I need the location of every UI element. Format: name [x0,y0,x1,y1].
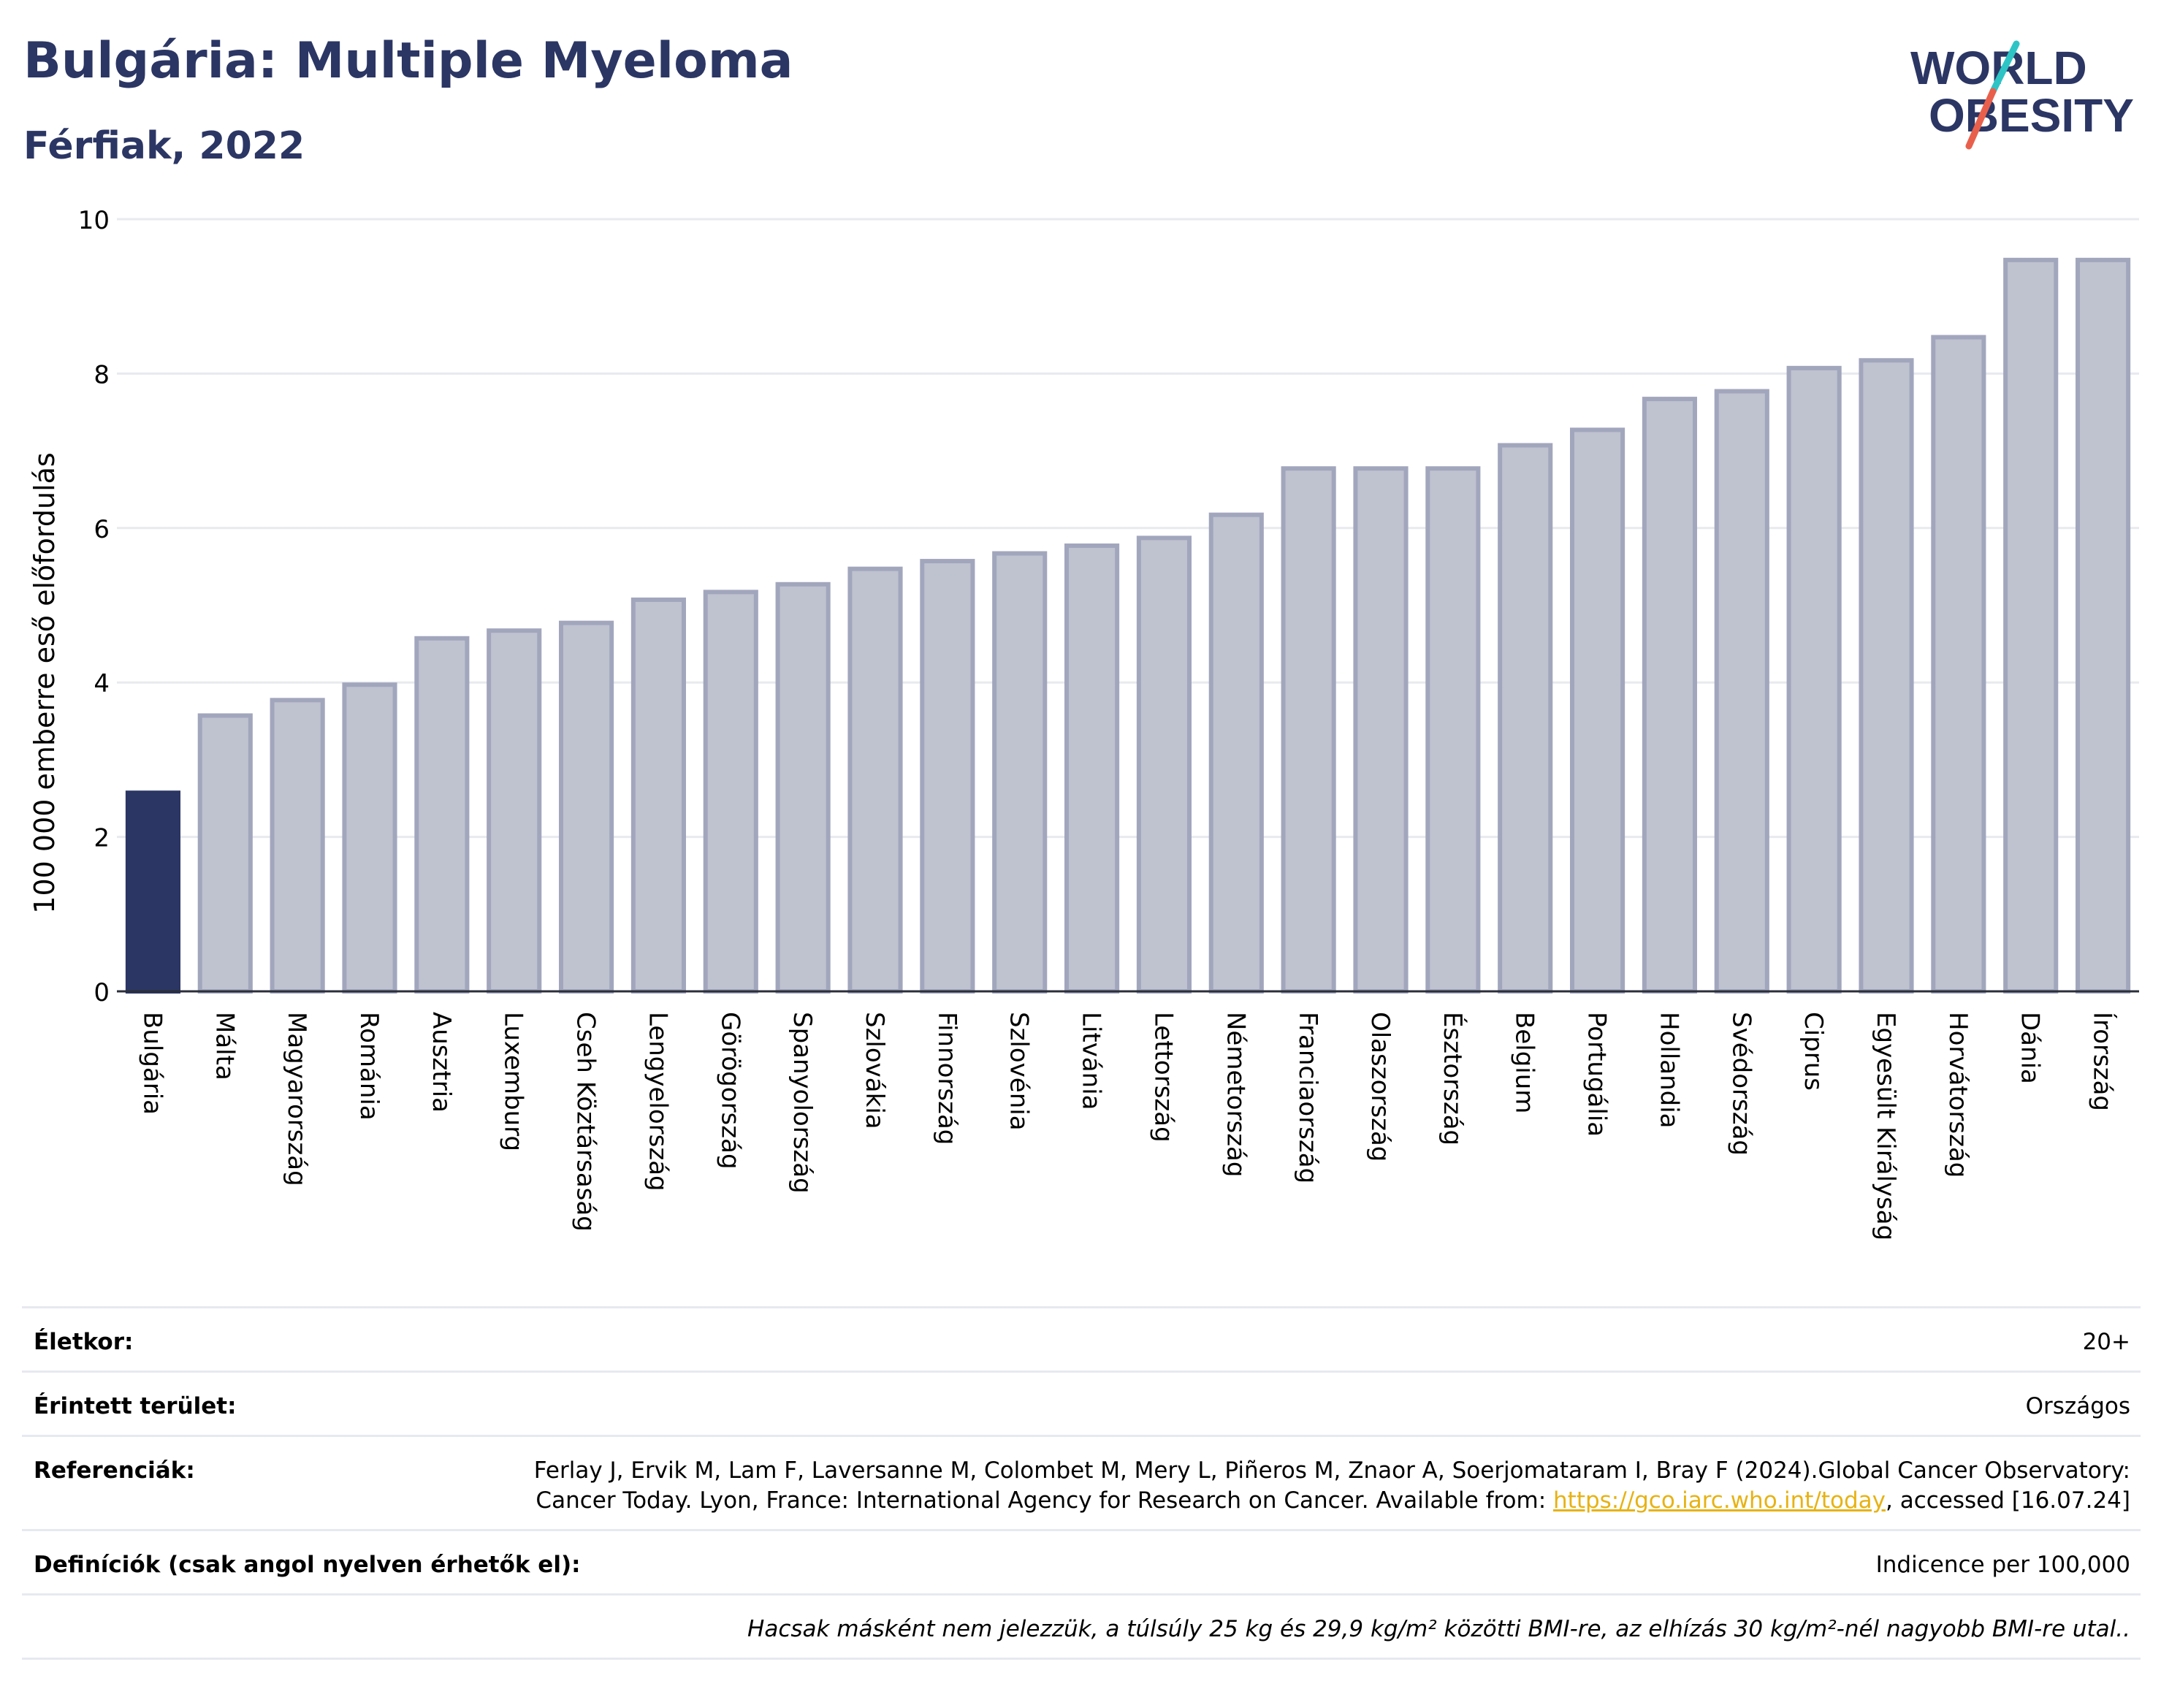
x-tick-label: Cseh Köztársaság [571,1012,601,1232]
x-tick-label: Olaszország [1365,1012,1395,1162]
meta-row-definitions: Definíciók (csak angol nyelven érhetők e… [22,1529,2141,1593]
bar-szlovákia [847,566,903,994]
meta-row-age: Életkor: 20+ [22,1306,2141,1370]
references-link[interactable]: https://gco.iarc.who.int/today [1553,1487,1886,1514]
bar-lengyelország [630,597,686,994]
bar-luxemburg [487,628,542,994]
bar-svédország [1714,389,1769,994]
bar-lettország [1136,535,1192,994]
x-tick-label: Görögország [715,1012,744,1170]
metadata-table: Életkor: 20+ Érintett terület: Országos … [22,1306,2141,1660]
y-tick-label: 6 [94,515,110,544]
x-tick-label: Szlovénia [1005,1012,1034,1131]
references-text-end: , accessed [16.07.24] [1885,1487,2130,1514]
age-value: 20+ [2082,1329,2130,1355]
x-tick-label: Szlovákia [860,1012,889,1129]
bar-egyesült-királyság [1859,358,1914,994]
x-axis-ticks: Bulgária Málta Magyarország Románia Ausztria… [137,1012,2117,1240]
x-tick-label: Lettország [1148,1012,1178,1143]
meta-row-references: Referenciák: Ferlay J, Ervik M, Lam F, L… [22,1435,2141,1529]
logo-line-2: OBESITY [1929,89,2134,142]
area-value: Országos [2025,1393,2130,1419]
x-tick-label: Finnország [932,1012,961,1145]
bar-málta [197,713,253,994]
y-tick-label: 4 [94,669,110,698]
x-tick-label: Svédország [1726,1012,1756,1156]
x-tick-label: Belgium [1510,1012,1539,1113]
x-tick-label: Hollandia [1654,1012,1683,1129]
y-tick-label: 10 [78,206,110,235]
bar-magyarország [270,698,325,994]
bar-spanyolország [775,582,831,994]
x-tick-label: Észtország [1438,1012,1468,1145]
chart-subtitle: Férfiak, 2022 [23,124,305,168]
references-text: Ferlay J, Ervik M, Lam F, Laversanne M, … [533,1457,2130,1514]
definitions-value: Indicence per 100,000 [1875,1552,2130,1578]
bar-írország [2076,257,2131,994]
y-axis-label: 100 000 emberre eső előfordulás [28,452,61,913]
bar-chart: 0 2 4 6 8 10 Bulgária Málta Magyarország Románia… [28,206,2139,1240]
age-label: Életkor: [34,1329,134,1355]
logo-slash-red [1965,88,1997,150]
bar-litvánia [1064,543,1120,994]
chart-title: Bulgária: Multiple Myeloma [23,32,793,90]
y-axis-ticks: 0 2 4 6 8 10 [78,206,110,1007]
x-tick-label: Írország [2088,1012,2118,1111]
x-tick-label: Magyarország [282,1012,311,1186]
y-tick-label: 2 [94,824,110,853]
y-tick-label: 0 [94,978,110,1007]
bar-horvátország [1931,335,1986,994]
meta-row-note: Hacsak másként nem jelezzük, a túlsúly 2… [22,1593,2141,1660]
bar-olaszország [1353,466,1409,994]
bar-szlovénia [992,551,1048,994]
bar-cseh-köztársaság [559,620,614,994]
bar-görögország [703,590,758,994]
bar-dánia [2003,257,2059,994]
x-tick-label: Litvánia [1077,1012,1106,1110]
bar-belgium [1498,443,1553,994]
bar-ausztria [414,636,470,994]
x-tick-label: Egyesült Királyság [1871,1012,1900,1240]
x-tick-label: Spanyolország [788,1012,817,1194]
x-tick-label: Franciaország [1293,1012,1322,1183]
bars [125,257,2131,994]
bar-ciprus [1786,365,1842,994]
x-tick-label: Dánia [2016,1012,2045,1084]
x-tick-label: Románia [354,1012,384,1121]
references-label: Referenciák: [34,1457,195,1484]
definitions-label: Definíciók (csak angol nyelven érhetők e… [34,1552,581,1578]
bar-franciaország [1281,466,1336,994]
world-obesity-logo[interactable]: WORLD OBESITY [1907,37,2148,153]
references-value: Ferlay J, Ervik M, Lam F, Laversanne M, … [450,1456,2130,1516]
x-tick-label: Ciprus [1799,1012,1828,1091]
bar-bulgária [125,790,180,994]
footnote: Hacsak másként nem jelezzük, a túlsúly 2… [747,1616,2130,1642]
bar-hollandia [1642,397,1697,994]
x-tick-label: Portugália [1582,1012,1612,1137]
bar-románia [342,682,397,994]
x-tick-label: Bulgária [137,1012,167,1115]
x-tick-label: Lengyelország [643,1012,672,1192]
meta-row-area: Érintett terület: Országos [22,1370,2141,1435]
x-tick-label: Málta [210,1012,239,1080]
area-label: Érintett terület: [34,1393,237,1419]
x-tick-label: Horvátország [1943,1012,1973,1178]
x-tick-label: Németország [1221,1012,1250,1177]
bar-németország [1208,512,1264,994]
y-tick-label: 8 [94,360,110,389]
logo-slash-teal [1989,40,2020,95]
bar-észtország [1425,466,1481,994]
x-tick-label: Luxemburg [499,1012,528,1151]
bar-portugália [1570,427,1625,994]
bar-finnország [920,559,975,994]
x-tick-label: Ausztria [427,1012,456,1113]
